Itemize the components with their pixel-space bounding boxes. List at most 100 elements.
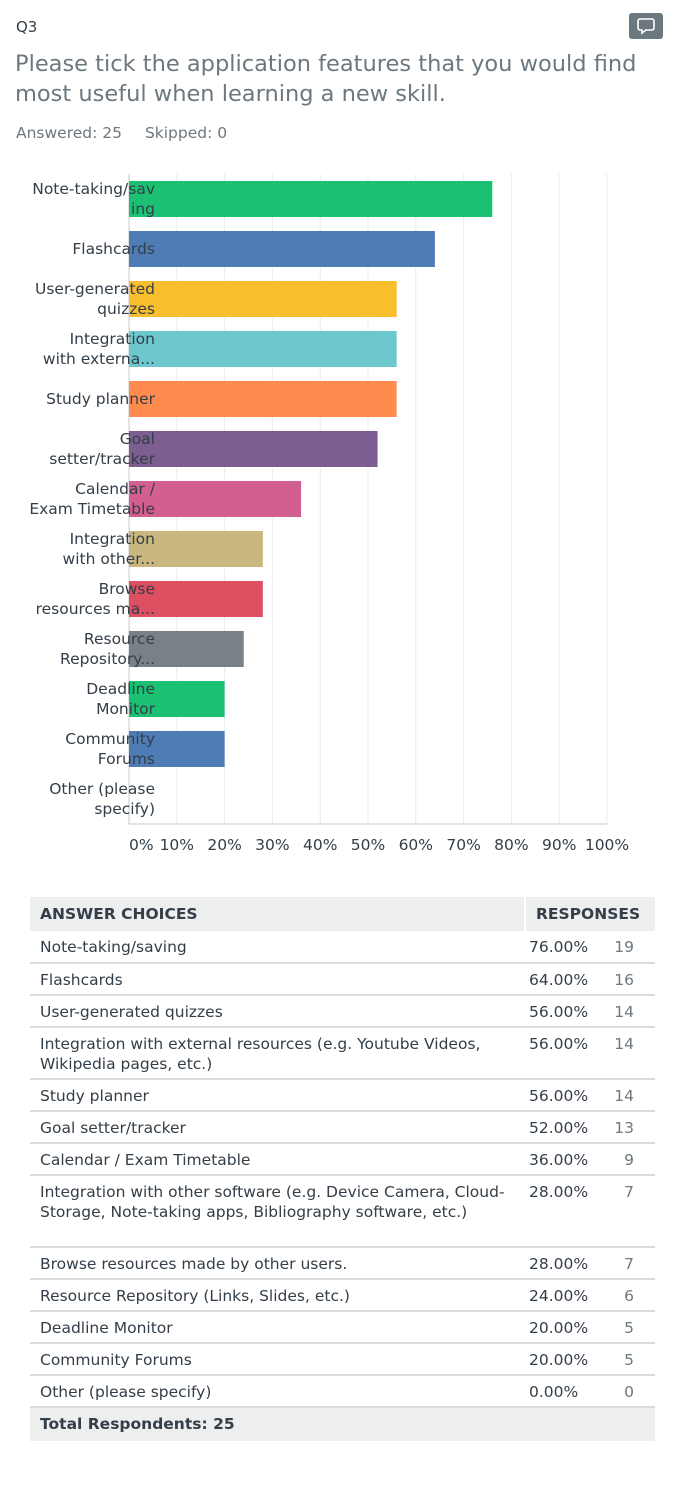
response-percent: 56.00% [525, 1079, 607, 1112]
category-label: Resource [84, 630, 155, 648]
response-count: 19 [607, 931, 655, 964]
answer-choice: Integration with external resources (e.g… [30, 1027, 525, 1080]
bar [129, 681, 225, 717]
answer-choice: Note-taking/saving [30, 931, 525, 964]
response-percent: 76.00% [525, 931, 607, 964]
response-stats: Answered: 25 Skipped: 0 [16, 124, 245, 142]
category-label: resources ma... [36, 600, 155, 618]
bar [129, 481, 302, 517]
table-row: Note-taking/saving 76.00% 19 [30, 931, 655, 964]
category-label: Flashcards [72, 240, 155, 258]
response-percent: 0.00% [525, 1375, 607, 1408]
total-respondents: Total Respondents: 25 [30, 1407, 655, 1441]
response-count: 5 [607, 1311, 655, 1344]
table-row: Goal setter/tracker 52.00% 13 [30, 1111, 655, 1144]
total-row: Total Respondents: 25 [30, 1407, 655, 1441]
responses-header: RESPONSES [524, 897, 655, 931]
category-label: Repository... [60, 650, 155, 668]
category-label: Other (please [49, 780, 155, 798]
category-label: Calendar / [75, 480, 156, 498]
response-count: 9 [607, 1143, 655, 1176]
speech-bubble-icon [637, 18, 655, 35]
bar [129, 431, 378, 467]
table-row: Integration with other software (e.g. De… [30, 1175, 655, 1248]
category-label: setter/tracker [49, 450, 155, 468]
category-label: Exam Timetable [29, 500, 155, 518]
bar [129, 731, 225, 767]
category-label: with externa... [43, 350, 155, 368]
response-count: 14 [607, 995, 655, 1028]
response-percent: 52.00% [525, 1111, 607, 1144]
question-text: Please tick the application features tha… [15, 51, 637, 107]
response-percent: 20.00% [525, 1311, 607, 1344]
category-label: ing [131, 200, 155, 218]
answer-choice: Deadline Monitor [30, 1311, 525, 1344]
bar [129, 181, 493, 217]
bar [129, 381, 397, 417]
bar [129, 281, 397, 317]
skipped-count: Skipped: 0 [144, 124, 228, 142]
category-label: Deadline [86, 680, 155, 698]
category-label: Note-taking/sav [32, 180, 155, 198]
table-row: Other (please specify) 0.00% 0 [30, 1375, 655, 1408]
x-tick-label: 80% [494, 836, 528, 854]
response-percent: 64.00% [525, 963, 607, 996]
category-label: Goal [120, 430, 155, 448]
answer-choice: Goal setter/tracker [30, 1111, 525, 1144]
x-tick-label: 100% [585, 836, 629, 854]
bar [129, 231, 435, 267]
answer-choice: Integration with other software (e.g. De… [30, 1175, 525, 1248]
response-count: 7 [607, 1175, 655, 1248]
response-count: 0 [607, 1375, 655, 1408]
category-label: Community [65, 730, 155, 748]
bar [129, 531, 263, 567]
response-percent: 36.00% [525, 1143, 607, 1176]
table-row: Integration with external resources (e.g… [30, 1027, 655, 1080]
response-count: 14 [607, 1079, 655, 1112]
response-count: 14 [607, 1027, 655, 1080]
response-percent: 56.00% [525, 995, 607, 1028]
category-label: User-generated [35, 280, 155, 298]
bar [129, 631, 244, 667]
x-tick-label: 10% [160, 836, 194, 854]
comment-button[interactable] [629, 13, 663, 39]
response-count: 5 [607, 1343, 655, 1376]
response-count: 6 [607, 1279, 655, 1312]
x-tick-label: 0% [129, 836, 154, 854]
response-percent: 28.00% [525, 1247, 607, 1280]
responses-table: ANSWER CHOICES RESPONSES Note-taking/sav… [30, 897, 655, 1441]
category-label: Browse [99, 580, 155, 598]
category-label: Forums [98, 750, 155, 768]
table-row: User-generated quizzes 56.00% 14 [30, 995, 655, 1028]
category-label: Study planner [46, 390, 156, 408]
answer-choice: Community Forums [30, 1343, 525, 1376]
category-label: Integration [70, 530, 155, 548]
response-count: 16 [607, 963, 655, 996]
category-label: quizzes [97, 300, 155, 318]
x-tick-label: 30% [255, 836, 289, 854]
table-row: Deadline Monitor 20.00% 5 [30, 1311, 655, 1344]
response-percent: 28.00% [525, 1175, 607, 1248]
answer-choice: User-generated quizzes [30, 995, 525, 1028]
answered-count: Answered: 25 [16, 124, 122, 142]
table-header-row: ANSWER CHOICES RESPONSES [30, 897, 655, 931]
table-row: Browse resources made by other users. 28.… [30, 1247, 655, 1280]
response-count: 13 [607, 1111, 655, 1144]
bar [129, 331, 397, 367]
bar [129, 581, 263, 617]
table-row: Community Forums 20.00% 5 [30, 1343, 655, 1376]
answer-choice: Resource Repository (Links, Slides, etc.… [30, 1279, 525, 1312]
response-percent: 24.00% [525, 1279, 607, 1312]
category-label: with other... [63, 550, 155, 568]
table-row: Study planner 56.00% 14 [30, 1079, 655, 1112]
category-label: Integration [70, 330, 155, 348]
bar-chart: Note-taking/sav ing Flashcards User-generat… [29, 174, 629, 854]
question-number: Q3 [16, 18, 38, 36]
x-tick-label: 50% [351, 836, 385, 854]
answer-choice: Browse resources made by other users. [30, 1247, 525, 1280]
response-percent: 56.00% [525, 1027, 607, 1080]
x-tick-label: 70% [446, 836, 480, 854]
x-tick-label: 20% [207, 836, 241, 854]
answer-choice: Study planner [30, 1079, 525, 1112]
response-percent: 20.00% [525, 1343, 607, 1376]
